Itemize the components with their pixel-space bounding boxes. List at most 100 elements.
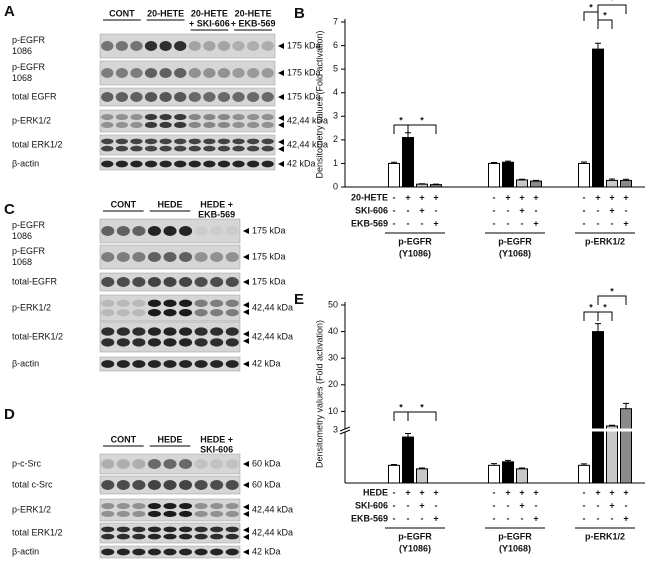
treatment-sign: +: [623, 192, 628, 202]
band: [210, 277, 224, 287]
band: [147, 252, 161, 262]
bar: [530, 180, 542, 188]
band: [261, 138, 274, 145]
band: [163, 299, 177, 307]
band: [101, 299, 115, 307]
band: [116, 327, 130, 336]
row-label: p-c-Src: [12, 458, 41, 468]
arrowhead: [243, 361, 249, 367]
band: [132, 252, 146, 262]
band: [163, 510, 177, 518]
band: [225, 299, 239, 307]
y-tick-label: 7: [333, 16, 338, 26]
bar: [592, 331, 604, 484]
band: [225, 360, 239, 368]
band: [194, 502, 208, 510]
band: [132, 510, 146, 518]
band: [147, 338, 161, 347]
band: [147, 360, 161, 368]
size-label: 175 kDa: [252, 276, 286, 286]
significance-star: *: [610, 286, 614, 296]
band: [132, 299, 146, 307]
group-label: (Y1068): [499, 248, 531, 258]
treatment-sign: -: [407, 513, 410, 523]
group-header: HEDE: [157, 434, 182, 444]
band: [247, 145, 260, 152]
arrowhead: [243, 309, 249, 315]
arrowhead: [243, 302, 249, 308]
error-bar: [623, 402, 629, 409]
arrowhead: [243, 228, 249, 234]
band: [144, 145, 158, 152]
band: [132, 226, 146, 236]
band: [232, 41, 245, 51]
treatment-sign: +: [433, 218, 438, 228]
band: [101, 277, 115, 287]
band: [217, 160, 231, 168]
band: [163, 502, 177, 510]
bar: [502, 461, 514, 484]
arrowhead: [278, 122, 284, 128]
treatment-sign: -: [597, 205, 600, 215]
row-label: 1086: [12, 46, 32, 56]
y-axis-label: Densitometry values (Fold activation): [314, 320, 324, 468]
y-tick-label: 50: [328, 299, 338, 309]
treatment-label: 20-HETE: [351, 192, 388, 202]
band: [116, 299, 130, 307]
band: [159, 160, 172, 168]
band: [116, 502, 130, 510]
arrowhead: [243, 504, 249, 510]
treatment-sign: -: [611, 218, 614, 228]
treatment-sign: -: [507, 500, 510, 510]
band: [261, 41, 274, 51]
band: [115, 68, 128, 78]
band: [247, 113, 260, 121]
band: [247, 121, 260, 129]
size-label: 60 kDa: [252, 479, 281, 489]
band: [174, 138, 187, 145]
size-label: 175 kDa: [252, 225, 286, 235]
treatment-sign: -: [393, 205, 396, 215]
treatment-sign: +: [405, 192, 410, 202]
treatment-sign: +: [623, 218, 628, 228]
band: [225, 510, 239, 518]
row-label: p-ERK1/2: [12, 302, 51, 312]
bar: [516, 179, 528, 188]
size-label: 42 kDa: [252, 546, 281, 556]
treatment-sign: +: [609, 192, 614, 202]
band: [115, 138, 128, 145]
panel-label: E: [294, 291, 304, 308]
treatment-sign: -: [407, 500, 410, 510]
row-label: p-EGFR: [12, 62, 46, 72]
band: [101, 68, 114, 78]
significance-star: *: [603, 302, 607, 312]
significance-bracket: [407, 124, 437, 134]
band: [116, 459, 130, 469]
bar: [488, 162, 500, 188]
treatment-sign: +: [533, 487, 538, 497]
band: [101, 138, 114, 145]
band: [225, 309, 239, 317]
band: [101, 145, 114, 152]
treatment-sign: +: [433, 513, 438, 523]
treatment-sign: +: [609, 487, 614, 497]
band: [188, 113, 201, 121]
band: [188, 121, 201, 129]
band: [194, 459, 208, 469]
error-bar: [491, 161, 497, 164]
treatment-sign: -: [407, 205, 410, 215]
treatment-sign: +: [533, 218, 538, 228]
treatment-sign: -: [597, 513, 600, 523]
band: [179, 480, 193, 490]
band: [116, 252, 130, 262]
group-header: HEDE: [157, 199, 182, 209]
error-bar: [405, 433, 411, 438]
bar: [620, 408, 632, 484]
band: [174, 121, 187, 129]
blot-strip: [99, 157, 276, 171]
band: [203, 68, 216, 78]
band: [159, 41, 172, 51]
arrowhead: [243, 549, 249, 555]
treatment-sign: +: [505, 487, 510, 497]
error-bar: [419, 467, 425, 469]
